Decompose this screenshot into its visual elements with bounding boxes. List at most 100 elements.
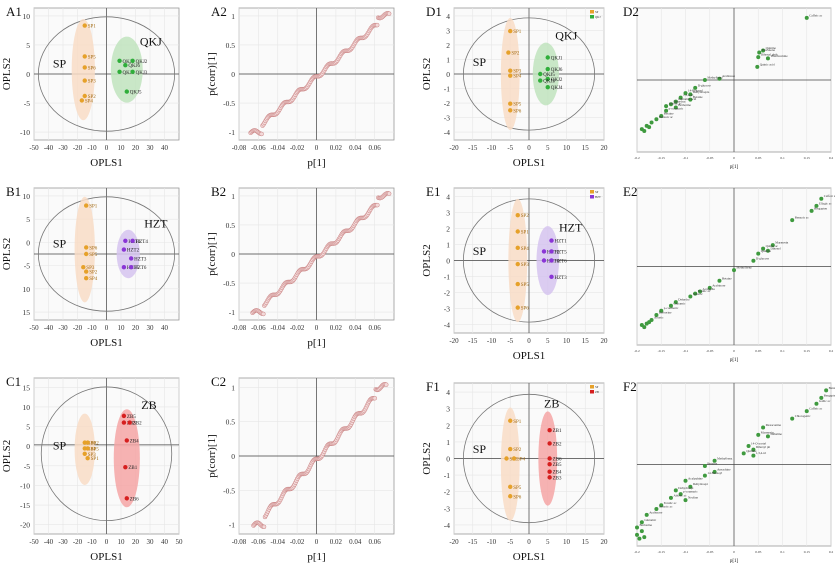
d1-ytick-label: -3 (444, 114, 450, 123)
b2-xtick-label: 0.04 (349, 324, 362, 332)
c2-ytick-label: -1 (229, 521, 235, 530)
d1-point (545, 85, 550, 90)
f1-point-label: SP1 (513, 420, 522, 425)
a2-ytick-label: -1 (229, 128, 235, 137)
c1-point-label: ZB5 (127, 415, 136, 420)
e1-xtick-label: -20 (449, 337, 459, 345)
a1-xtick-label: 10 (118, 144, 126, 152)
b1-point-label: HZT6 (134, 266, 147, 271)
b1-point (123, 238, 128, 243)
a2-xtick-label: 0 (315, 144, 319, 152)
a2-xtick-label: -0.06 (251, 144, 266, 152)
e2-xtick-label: 0 (733, 349, 735, 353)
panel-b1: -50 -40 -30 -20 -10 0 10 20 30 40 10 5 0 -5 10 15 OPLS1 O… (0, 180, 185, 352)
a1-group-region-qkj (110, 36, 143, 103)
e2-loading-label: Benzoic ac (795, 216, 810, 220)
f1-point (547, 427, 552, 433)
b1-point (121, 265, 127, 270)
e1-point-label: HZT5 (555, 250, 568, 255)
f2-loading-label: Neoline (688, 496, 699, 500)
a1-point (79, 98, 85, 103)
c1-point (127, 420, 132, 425)
f2-loading-point (756, 432, 761, 437)
e2-loading-point (770, 243, 775, 248)
d2-loading-label: 1,3,4-tri (683, 93, 693, 98)
b2-ytick-label: 1 (231, 192, 235, 201)
f2-loading-label: Glutamic (644, 518, 656, 522)
f1-point (547, 475, 552, 480)
c1-confidence-ellipse (40, 386, 173, 522)
c2-x-axis-label: p[1] (307, 551, 325, 563)
f2-svg: -0.2 -0.15 -0.1 -0.05 0 0.05 0.1 0.15 0.2 p[1] F2 B… (623, 379, 835, 564)
e2-loading-point (688, 294, 693, 299)
e2-loading-label: D-glucose (756, 256, 770, 260)
d1-group-label-qkj: QKJ (555, 28, 577, 42)
e1-xtick-label: -10 (487, 337, 497, 345)
c1-svg: -50 -40 -30 -20 -10 0 10 20 30 40 50151050-5-10-15… (1, 374, 183, 563)
f2-xtick-label: 0 (733, 550, 735, 554)
c1-point-label: ZB6 (130, 497, 139, 502)
f2-loading-label: Ferulic ac (664, 501, 677, 505)
d1-ytick-label: 3 (446, 26, 450, 35)
d2-loading-label: Glutamic acid (678, 97, 696, 101)
f2-loading-point (642, 535, 647, 540)
e1-point (549, 238, 554, 243)
e2-loading-label: Quinine (761, 249, 772, 253)
f1-group-label-sp: SP (473, 442, 487, 456)
c1-point (124, 496, 129, 501)
d2-loading-label: p-coumaric (669, 106, 684, 110)
a1-point (82, 93, 87, 99)
f1-point-label: ZB1 (553, 429, 562, 434)
b1-y-axis-label: OPLS2 (1, 238, 13, 270)
f2-loading-label: Sebacic ac (659, 504, 673, 508)
e1-point (549, 258, 554, 263)
b2-ytick-label: -1 (229, 308, 235, 317)
c2-svg: -0.08 -0.06 -0.04 -0.02 0 0.02 0.04 0.06 1 0.5 0 -0… (206, 374, 395, 563)
f1-xtick-label: 15 (582, 538, 590, 546)
e1-point (515, 229, 520, 234)
e1-point-label: SP4 (521, 247, 530, 252)
e1-point-label: SP2 (521, 214, 530, 219)
e2-loading-point (814, 203, 819, 208)
d2-xtick-label: 0.1 (780, 156, 785, 160)
e1-point (515, 245, 520, 251)
d2-loading-point (757, 50, 762, 55)
e1-xtick-label: 10 (563, 337, 571, 345)
f2-loading-label: Caffeic ac (809, 407, 823, 411)
a1-point (82, 65, 87, 70)
f2-loading-point (814, 401, 819, 406)
b1-point-label: HZT5 (127, 266, 140, 271)
d2-xtick-label: 0.2 (829, 156, 834, 160)
e2-loading-point (668, 303, 673, 308)
f2-xtick-label: -0.15 (658, 550, 666, 554)
f1-point-label: ZB6 (553, 458, 562, 463)
f2-loading-point (639, 520, 644, 525)
b1-panel-label: B1 (6, 184, 21, 199)
f2-xtick-label: 0.15 (804, 550, 810, 554)
d2-loading-point (642, 129, 647, 134)
c1-xtick-label: -30 (58, 538, 68, 546)
c2-xtick-label: -0.08 (232, 538, 247, 546)
f2-loading-label: Arabinose (649, 510, 663, 514)
e1-group-label-hzt: HZT (559, 221, 583, 235)
f1-point (508, 484, 513, 490)
e1-ytick-label: 1 (446, 241, 450, 250)
a2-xtick-label: -0.02 (290, 144, 305, 152)
b1-ytick-label: 10 (23, 192, 31, 201)
f2-loading-label: Bergapten (824, 393, 835, 397)
f2-loading-point (702, 473, 707, 478)
f2-loading-point (639, 529, 644, 534)
a2-xtick-label: 0.06 (369, 144, 382, 152)
e1-point-label: HZT6 (555, 260, 568, 265)
e1-svg: -20 -15 -10 -5 0 5 10 15 2043210-1-2-3-4OPLS1OPL… (421, 184, 608, 362)
f1-point-label: ZB5 (553, 463, 562, 468)
e2-loading-point (790, 218, 795, 223)
d1-point (508, 28, 513, 34)
f2-loading-point (824, 388, 829, 393)
d2-loading-label: Quinine (766, 46, 777, 50)
d2-loading-label: Arabinose (722, 74, 736, 78)
d2-loading-label: D-glucose (698, 83, 712, 87)
f2-loading-label: Berberine (640, 523, 653, 527)
c2-xtick-label: 0.02 (330, 538, 343, 546)
f1-point (547, 469, 552, 474)
